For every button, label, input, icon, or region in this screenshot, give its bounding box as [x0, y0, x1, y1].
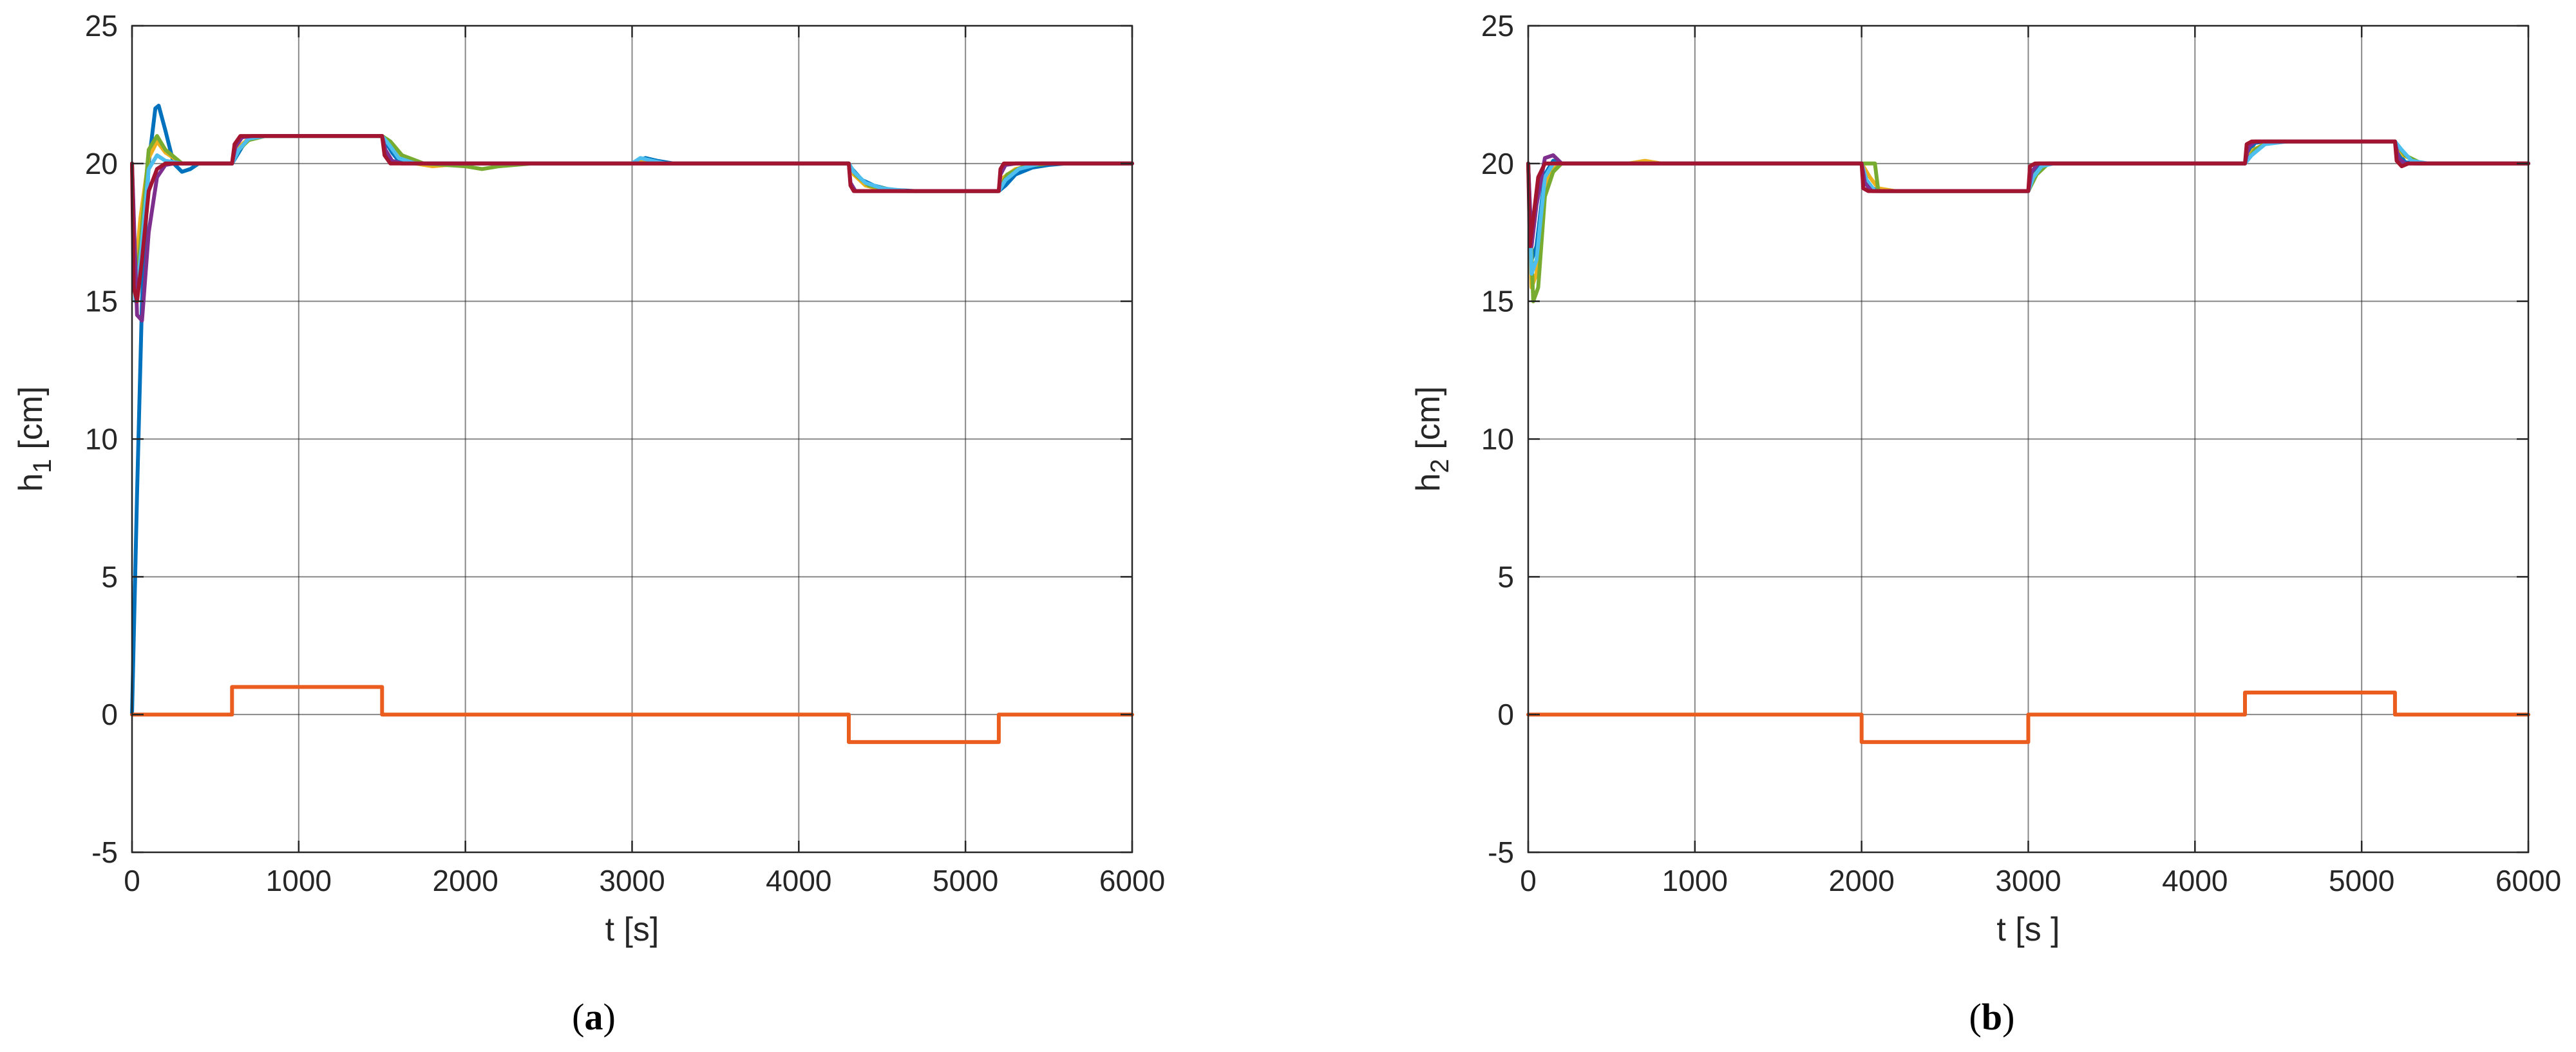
x-tick-label: 0 — [1520, 864, 1537, 897]
series-line-7 — [130, 685, 1134, 744]
y-tick-label: 5 — [101, 560, 118, 593]
y-tick-label: 20 — [85, 147, 118, 180]
panel-caption: (a) — [572, 996, 616, 1038]
x-axis-label: t [s ] — [1996, 911, 2060, 948]
x-tick-label: 2000 — [1828, 864, 1894, 897]
y-tick-label: -5 — [91, 836, 118, 869]
y-tick-label: 25 — [85, 9, 118, 43]
x-tick-label: 1000 — [1662, 864, 1728, 897]
x-tick-label: 1000 — [266, 864, 332, 897]
series-line-7 — [1526, 691, 2530, 744]
x-tick-label: 3000 — [599, 864, 665, 897]
x-tick-label: 2000 — [432, 864, 498, 897]
x-tick-label: 0 — [124, 864, 140, 897]
y-tick-label: 25 — [1481, 9, 1514, 43]
x-tick-label: 5000 — [933, 864, 998, 897]
y-tick-label: 5 — [1497, 560, 1514, 593]
x-tick-label: 6000 — [1099, 864, 1165, 897]
x-tick-label: 5000 — [2329, 864, 2394, 897]
series-line-6 — [1526, 139, 2530, 249]
y-tick-label: -5 — [1488, 836, 1514, 869]
x-tick-label: 4000 — [2162, 864, 2228, 897]
y-tick-label: 20 — [1481, 147, 1514, 180]
x-tick-label: 4000 — [766, 864, 831, 897]
y-axis-label: h1 [cm] — [12, 387, 57, 492]
y-tick-label: 10 — [85, 423, 118, 456]
y-tick-label: 0 — [101, 698, 118, 731]
y-axis-label: h2 [cm] — [1410, 387, 1454, 492]
series-line-6 — [130, 134, 1134, 303]
y-tick-label: 0 — [1497, 698, 1514, 731]
x-tick-label: 3000 — [1995, 864, 2061, 897]
y-tick-label: 10 — [1481, 423, 1514, 456]
x-tick-label: 6000 — [2496, 864, 2561, 897]
y-tick-label: 15 — [1481, 285, 1514, 318]
panel-caption: (b) — [1969, 996, 2015, 1038]
y-tick-label: 15 — [85, 285, 118, 318]
x-axis-label: t [s] — [605, 911, 659, 948]
